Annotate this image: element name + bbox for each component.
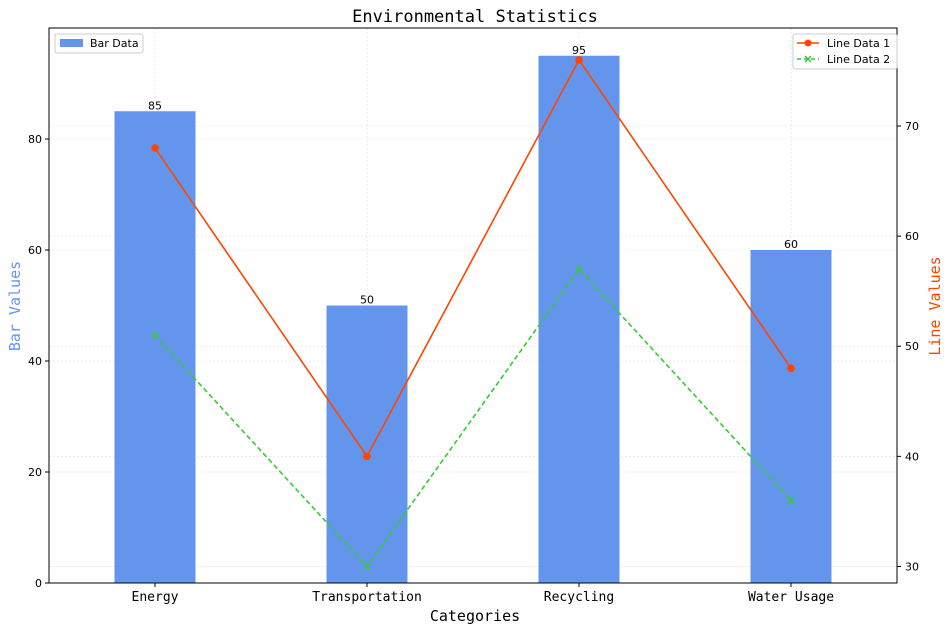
x-axis-label: Categories: [430, 607, 520, 625]
y-axis-label: Bar Values: [6, 261, 24, 351]
y2-tick-label: 70: [905, 120, 919, 133]
lines: [151, 56, 795, 571]
bar-value-label: 60: [784, 238, 798, 251]
bar: [750, 250, 832, 583]
line2-legend-marker: [804, 55, 812, 63]
y2-tick-label: 40: [905, 450, 919, 463]
series-line-2: [154, 267, 792, 568]
bar: [538, 55, 620, 583]
line-legend: Line Data 1 Line Data 2: [792, 33, 898, 70]
bar-legend-swatch: [60, 39, 83, 47]
line1-point: [363, 452, 371, 461]
x-tick-label: Recycling: [544, 590, 614, 605]
x-tick-label: Transportation: [312, 590, 422, 605]
x-tick-label: Water Usage: [748, 590, 834, 605]
bar-value-label: 50: [360, 294, 374, 307]
line2-legend-label: Line Data 2: [827, 53, 890, 66]
bar-value-label: 95: [572, 44, 586, 57]
line2-point: [151, 331, 159, 339]
axes: 0 20 40 60 80 30 40 50 60 70 Energy Transportation R…: [28, 120, 919, 605]
bar: [114, 111, 196, 583]
bars: 85 50 95 60: [114, 44, 832, 583]
y2-tick-label: 50: [905, 340, 919, 353]
y2-axis-label: Line Values: [926, 256, 944, 355]
line1-point: [151, 144, 159, 152]
y-tick-label: 40: [28, 355, 42, 368]
y2-tick-label: 30: [905, 560, 919, 573]
y-tick-label: 20: [28, 466, 42, 479]
line1-legend-label: Line Data 1: [827, 37, 890, 50]
y-tick-label: 80: [28, 133, 42, 146]
bar-legend-box: [54, 33, 144, 54]
y-tick-label: 0: [35, 577, 42, 590]
line2-point: [363, 562, 371, 571]
line1-legend-marker: [804, 39, 812, 47]
plot-frame: [48, 27, 898, 584]
bar-legend: Bar Data: [54, 33, 144, 54]
line2-point: [575, 265, 583, 273]
line2-point: [787, 496, 795, 504]
line1-point: [787, 364, 795, 373]
y2-tick-label: 60: [905, 230, 919, 243]
bar: [326, 305, 408, 583]
line1-point: [575, 56, 583, 64]
bar-legend-label: Bar Data: [90, 37, 139, 50]
x-tick-label: Energy: [132, 590, 179, 605]
chart-title: Environmental Statistics: [352, 7, 598, 27]
y-tick-label: 60: [28, 244, 42, 257]
series-line-1: [154, 58, 792, 458]
bar-value-label: 85: [148, 99, 162, 112]
